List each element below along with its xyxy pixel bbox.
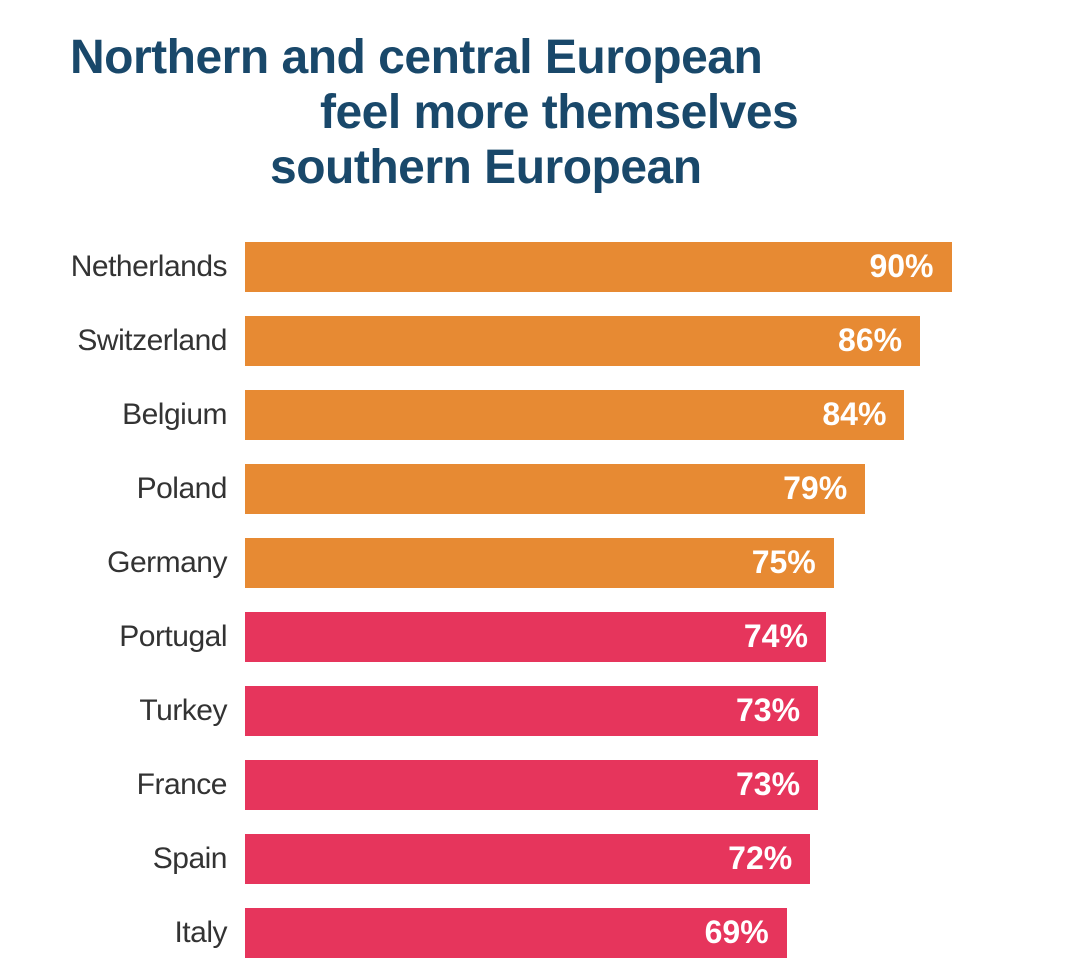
bar-value: 69%: [705, 914, 769, 951]
bar-track: 74%: [245, 612, 1030, 662]
bar-row: Italy 69%: [50, 902, 1030, 964]
bar-value: 86%: [838, 322, 902, 359]
bar-label: Belgium: [50, 398, 245, 432]
bar-label: Poland: [50, 472, 245, 506]
bar-row: Poland 79%: [50, 458, 1030, 520]
bar-label: Switzerland: [50, 324, 245, 358]
bar-track: 73%: [245, 686, 1030, 736]
bar-row: Portugal 74%: [50, 606, 1030, 668]
bar-track: 69%: [245, 908, 1030, 958]
bar-label: Germany: [50, 546, 245, 580]
bar: 79%: [245, 464, 865, 514]
bar-chart: Netherlands 90% Switzerland 86% Belgium 84% Po…: [50, 236, 1030, 964]
bar-row: Germany 75%: [50, 532, 1030, 594]
bar-track: 75%: [245, 538, 1030, 588]
bar-label: Netherlands: [50, 250, 245, 284]
bar-label: Spain: [50, 842, 245, 876]
chart-title-line: Northern and central European: [70, 30, 1030, 85]
bar: 84%: [245, 390, 904, 440]
bar-value: 90%: [869, 248, 933, 285]
bar-row: France 73%: [50, 754, 1030, 816]
bar-track: 90%: [245, 242, 1030, 292]
bar-label: Italy: [50, 916, 245, 950]
bar-row: Turkey 73%: [50, 680, 1030, 742]
bar-track: 79%: [245, 464, 1030, 514]
bar-track: 86%: [245, 316, 1030, 366]
bar-value: 72%: [728, 840, 792, 877]
bar-track: 72%: [245, 834, 1030, 884]
chart-title-line: feel more themselves: [70, 85, 1030, 140]
bar-value: 73%: [736, 766, 800, 803]
bar-label: Turkey: [50, 694, 245, 728]
bar: 86%: [245, 316, 920, 366]
bar-row: Spain 72%: [50, 828, 1030, 890]
bar: 73%: [245, 686, 818, 736]
bar-row: Belgium 84%: [50, 384, 1030, 446]
bar: 75%: [245, 538, 834, 588]
bar-track: 73%: [245, 760, 1030, 810]
bar: 74%: [245, 612, 826, 662]
bar-row: Netherlands 90%: [50, 236, 1030, 298]
bar-value: 73%: [736, 692, 800, 729]
bar-value: 74%: [744, 618, 808, 655]
bar-track: 84%: [245, 390, 1030, 440]
bar-value: 84%: [822, 396, 886, 433]
bar: 90%: [245, 242, 952, 292]
bar: 72%: [245, 834, 810, 884]
bar-label: France: [50, 768, 245, 802]
bar: 73%: [245, 760, 818, 810]
chart-title: Northern and central Europeanfeel more t…: [70, 30, 1030, 196]
chart-title-line: southern European: [70, 140, 1030, 195]
bar-row: Switzerland 86%: [50, 310, 1030, 372]
bar-label: Portugal: [50, 620, 245, 654]
bar-value: 79%: [783, 470, 847, 507]
bar-value: 75%: [752, 544, 816, 581]
bar: 69%: [245, 908, 787, 958]
